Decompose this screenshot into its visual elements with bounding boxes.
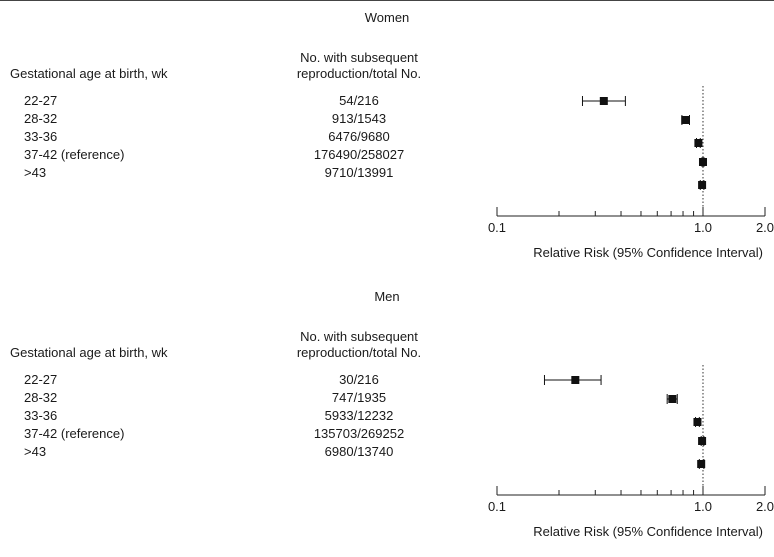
row-label: 22-27 xyxy=(24,93,58,108)
point-estimate xyxy=(681,116,690,124)
x-tick-label: 2.0 xyxy=(756,220,774,235)
point-estimate xyxy=(694,139,703,147)
x-axis-label: Relative Risk (95% Confidence Interval) xyxy=(533,245,763,260)
row-label: 33-36 xyxy=(24,129,58,144)
row-column-header: Gestational age at birth, wk xyxy=(10,66,168,81)
point-estimate xyxy=(698,437,707,445)
row-count: 176490/258027 xyxy=(313,147,405,162)
point-estimate xyxy=(697,460,706,468)
forest-plot-men: 0.1 1.0 2.0 Relative Risk (95% Confidence I… xyxy=(488,365,774,539)
row-count: 135703/269252 xyxy=(313,426,405,441)
x-axis-label: Relative Risk (95% Confidence Interval) xyxy=(533,524,763,539)
row-label: 28-32 xyxy=(24,111,58,126)
count-header-line-1: No. with subsequent xyxy=(300,329,418,344)
row-count: 54/216 xyxy=(339,93,379,108)
row-label: 28-32 xyxy=(24,390,58,405)
count-header-line-2: reproduction/total No. xyxy=(296,66,422,81)
row-column-header: Gestational age at birth, wk xyxy=(10,345,168,360)
point-estimate xyxy=(571,376,580,384)
forest-plot-women: 0.1 1.0 2.0 Relative Risk (95% Confidence I… xyxy=(488,86,774,260)
point-estimate xyxy=(698,181,707,189)
row-count: 6476/9680 xyxy=(328,129,390,144)
forest-panel-women: Women No. with subsequent reproduction/t… xyxy=(0,0,774,278)
top-rule xyxy=(0,0,774,1)
row-label: 33-36 xyxy=(24,408,58,423)
x-tick-label: 0.1 xyxy=(488,220,506,235)
row-count: 30/216 xyxy=(339,372,379,387)
row-count: 747/1935 xyxy=(331,390,387,405)
row-label: >43 xyxy=(24,165,47,180)
point-estimate xyxy=(668,395,677,403)
point-estimate xyxy=(698,158,707,166)
count-header-line-2: reproduction/total No. xyxy=(296,345,422,360)
row-count: 913/1543 xyxy=(331,111,387,126)
row-count: 9710/13991 xyxy=(324,165,394,180)
point-estimate xyxy=(693,418,702,426)
point-estimate xyxy=(599,97,608,105)
row-count: 5933/12232 xyxy=(324,408,394,423)
x-tick-label: 1.0 xyxy=(694,499,712,514)
forest-panel-men: Men No. with subsequent reproduction/tot… xyxy=(0,279,774,557)
panel-title: Men xyxy=(374,289,400,304)
row-label: 37-42 (reference) xyxy=(24,426,125,441)
panel-title: Women xyxy=(364,10,410,25)
row-label: >43 xyxy=(24,444,47,459)
row-label: 37-42 (reference) xyxy=(24,147,125,162)
x-tick-label: 1.0 xyxy=(694,220,712,235)
row-label: 22-27 xyxy=(24,372,58,387)
row-count: 6980/13740 xyxy=(324,444,394,459)
x-tick-label: 0.1 xyxy=(488,499,506,514)
count-column-header: No. with subsequent reproduction/total N… xyxy=(244,329,474,361)
count-header-line-1: No. with subsequent xyxy=(300,50,418,65)
count-column-header: No. with subsequent reproduction/total N… xyxy=(244,50,474,82)
x-tick-label: 2.0 xyxy=(756,499,774,514)
